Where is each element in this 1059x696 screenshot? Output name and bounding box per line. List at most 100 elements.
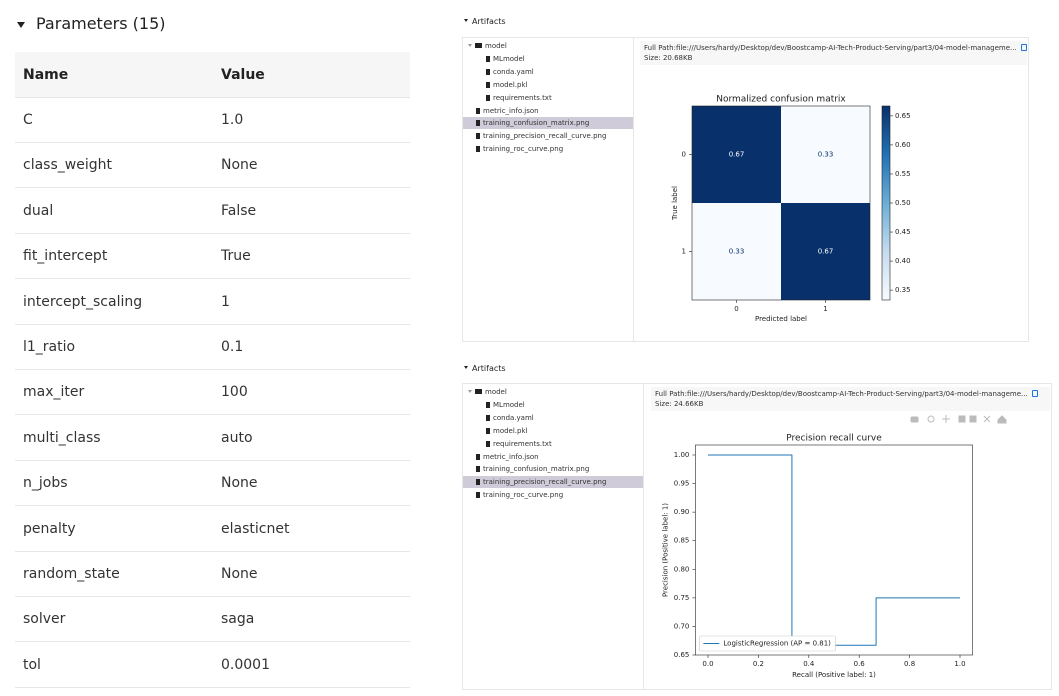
file-name: training_precision_recall_curve.png (483, 132, 607, 141)
table-row: intercept_scaling 1 (15, 279, 410, 325)
file-item[interactable]: metric_info.json (463, 451, 643, 463)
table-row: n_jobs None (15, 460, 410, 507)
table-cell: saga (221, 611, 255, 628)
file-item[interactable]: model.pkl (463, 425, 643, 437)
file-name: model.pkl (493, 80, 528, 89)
file-icon (476, 133, 480, 140)
file-name: training_confusion_matrix.png (483, 119, 590, 128)
file-name: model.pkl (493, 426, 528, 435)
folder-caret (468, 44, 472, 47)
file-name: conda.yaml (493, 413, 534, 422)
folder-name: model (485, 388, 507, 396)
file-name: requirements.txt (493, 439, 552, 448)
file-item[interactable]: conda.yaml (463, 66, 633, 78)
collapse-caret[interactable] (17, 22, 25, 28)
table-header: Name Value (15, 52, 410, 98)
table-cell: solver (23, 611, 66, 628)
file-item[interactable]: MLmodel (463, 399, 643, 411)
table-row: multi_class auto (15, 415, 410, 461)
table-row: tol 0.0001 (15, 642, 410, 688)
file-item[interactable]: requirements.txt (463, 92, 633, 104)
file-icon (476, 453, 480, 460)
file-name: metric_info.json (483, 452, 539, 461)
table-cell: None (221, 475, 258, 492)
folder-item[interactable]: model (463, 386, 643, 398)
file-name: requirements.txt (493, 93, 552, 102)
table-cell: 0.0001 (221, 656, 270, 673)
column-header: Value (221, 67, 265, 83)
table-row: dual False (15, 188, 410, 234)
file-item[interactable]: training_roc_curve.png (463, 143, 633, 155)
folder-item[interactable]: model (463, 40, 633, 52)
table-cell: l1_ratio (23, 339, 76, 355)
file-item[interactable]: requirements.txt (463, 438, 643, 450)
file-info: Full Path:file:///Users/hardy/Desktop/de… (640, 41, 1027, 65)
file-icon (476, 107, 480, 114)
file-info: Full Path:file:///Users/hardy/Desktop/de… (651, 387, 1050, 411)
table-cell: n_jobs (23, 475, 68, 492)
section-title[interactable]: Artifacts (472, 17, 506, 26)
section-title[interactable]: Artifacts (472, 364, 506, 373)
table-cell: None (221, 566, 258, 582)
file-icon (486, 401, 490, 408)
table-cell: elasticnet (221, 520, 290, 537)
file-size: Size: 20.68KB (644, 54, 693, 62)
collapse-caret[interactable] (464, 19, 468, 22)
table-cell: intercept_scaling (23, 293, 143, 310)
copy-icon[interactable] (1020, 44, 1027, 51)
file-name: MLmodel (493, 54, 525, 63)
table-cell: True (221, 248, 251, 265)
table-cell: max_iter (23, 384, 85, 401)
file-name: training_confusion_matrix.png (483, 465, 590, 474)
full-path: file:///Users/hardy/Desktop/dev/Boostcam… (675, 44, 1017, 52)
table-cell: 1 (221, 293, 230, 310)
file-item[interactable]: model.pkl (463, 79, 633, 91)
file-icon (476, 466, 480, 473)
folder-icon (475, 389, 482, 394)
artifact-panel: model MLmodel conda.yaml model.pkl requireme… (462, 37, 1029, 342)
file-icon (486, 94, 490, 101)
file-name: training_roc_curve.png (483, 145, 564, 154)
table-row: fit_intercept True (15, 233, 410, 280)
table-row: l1_ratio 0.1 (15, 324, 410, 370)
section-title[interactable]: Parameters (15) (36, 14, 166, 33)
table-cell: fit_intercept (23, 248, 108, 265)
file-icon (486, 68, 490, 75)
table-cell: C (23, 112, 33, 128)
table-row: solver saga (15, 596, 410, 643)
table-cell: random_state (23, 566, 120, 582)
file-icon (476, 120, 480, 127)
file-item[interactable]: training_precision_recall_curve.png (463, 130, 633, 142)
file-item[interactable]: training_confusion_matrix.png (463, 117, 633, 130)
column-header: Name (23, 67, 69, 83)
table-row: max_iter 100 (15, 369, 410, 416)
full-path: file:///Users/hardy/Desktop/dev/Boostcam… (686, 390, 1028, 398)
file-name: training_precision_recall_curve.png (483, 478, 607, 487)
file-item[interactable]: MLmodel (463, 53, 633, 65)
copy-icon[interactable] (1031, 390, 1038, 397)
file-item[interactable]: metric_info.json (463, 105, 633, 117)
file-tree: model MLmodel conda.yaml model.pkl requireme… (463, 384, 644, 689)
table-cell: dual (23, 202, 54, 219)
table-cell: auto (221, 429, 253, 446)
full-path-label: Full Path: (644, 44, 676, 52)
collapse-caret[interactable] (464, 366, 468, 369)
table-cell: 0.1 (221, 339, 244, 355)
file-size: Size: 24.66KB (655, 400, 704, 408)
artifact-panel: model MLmodel conda.yaml model.pkl requireme… (462, 383, 1052, 690)
table-row: penalty elasticnet (15, 506, 410, 552)
file-item[interactable]: training_roc_curve.png (463, 489, 643, 501)
full-path-line: Full Path:file:///Users/hardy/Desktop/de… (655, 389, 1046, 399)
table-cell: tol (23, 656, 41, 673)
file-item[interactable]: training_precision_recall_curve.png (463, 476, 643, 489)
table-cell: 100 (221, 384, 248, 401)
table-row: random_state None (15, 551, 410, 597)
folder-icon (475, 43, 482, 48)
file-icon (476, 146, 480, 153)
file-item[interactable]: training_confusion_matrix.png (463, 463, 643, 475)
file-icon (486, 81, 490, 88)
file-item[interactable]: conda.yaml (463, 412, 643, 424)
file-icon (486, 427, 490, 434)
file-name: training_roc_curve.png (483, 491, 564, 500)
